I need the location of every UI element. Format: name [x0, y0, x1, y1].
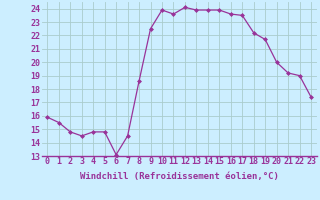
- X-axis label: Windchill (Refroidissement éolien,°C): Windchill (Refroidissement éolien,°C): [80, 172, 279, 181]
